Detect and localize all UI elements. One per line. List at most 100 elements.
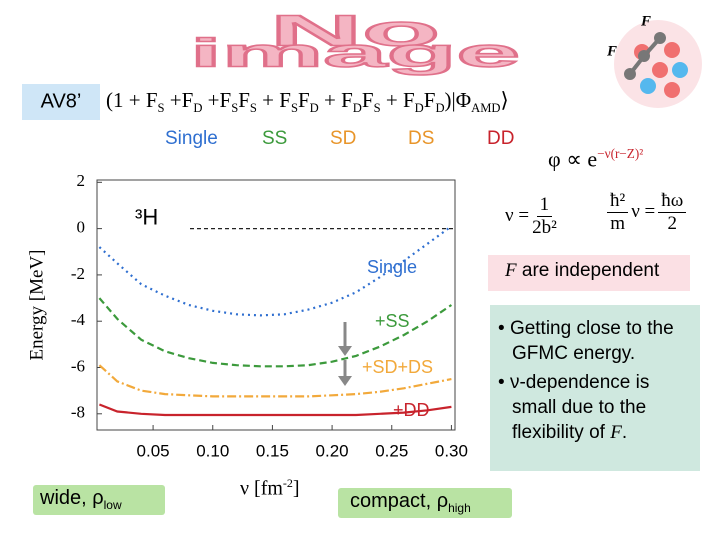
nucleon [664, 82, 680, 98]
gaussian: φ ∝ e−ν(r−Z)² [548, 146, 643, 172]
y-tick-label: 0 [77, 218, 86, 237]
tag: wide, ρlow [40, 487, 122, 512]
bullet: • ν-dependence is small due to the flexi… [498, 370, 694, 445]
subscript: S [373, 101, 381, 116]
series-label: +SD+DS [362, 357, 433, 377]
text: ν-dependence is small due to the flexibi… [509, 372, 650, 443]
denominator: 2 [667, 213, 678, 234]
text: + F [256, 88, 291, 112]
placeholder-text: image [190, 32, 520, 76]
term-label: DS [408, 128, 435, 149]
note-box [488, 255, 690, 291]
reference-label: ³H [135, 204, 158, 229]
node [624, 68, 636, 80]
y-axis-title: Energy [MeV] [26, 250, 47, 361]
term-label: SD [330, 128, 357, 149]
y-tick-label: -8 [71, 403, 85, 422]
numerator: 1 [536, 194, 553, 217]
formula-text: φ ∝ e [548, 146, 598, 172]
bullet: • Getting close to the GFMC energy. [498, 316, 694, 366]
placeholder-text: No [270, 7, 440, 56]
term-label: DD [487, 128, 515, 149]
subscript: D [414, 101, 424, 116]
denominator: m [610, 213, 625, 234]
series-line [98, 225, 453, 317]
wavefunction: (1 + FS +FD +FSFS + FSFD + FDFS + FDFD)|… [106, 88, 509, 116]
series-label: Single [367, 257, 417, 277]
text: wide, ρ [40, 487, 104, 509]
formula-text: ν = [505, 204, 530, 226]
text: F [297, 88, 310, 112]
text: + F [318, 88, 353, 112]
formula-text: ν = [631, 200, 656, 222]
text: +F [164, 88, 194, 112]
term-label: Single [165, 128, 218, 149]
y-tick-label: -6 [71, 356, 85, 375]
text: are independent [516, 260, 660, 281]
nucleon [652, 62, 668, 78]
tag-box [338, 488, 512, 518]
x-tick-label: 0.30 [435, 441, 468, 460]
bullet-marker: • [498, 372, 510, 393]
subscript: AMD [471, 101, 501, 116]
text: compact, ρ [350, 490, 449, 512]
text: F [423, 88, 436, 112]
subscript: S [249, 101, 257, 116]
note: F are independent [505, 260, 659, 282]
plot-frame [96, 179, 456, 431]
text: F [361, 88, 374, 112]
nucleon [672, 62, 688, 78]
y-tick-label: 2 [77, 171, 86, 190]
node [654, 32, 666, 44]
term-labels: Single SS SD DS DD [0, 128, 720, 152]
axis-title-text: ] [292, 477, 300, 500]
subscript: D [352, 101, 362, 116]
arrow-head [338, 376, 352, 386]
model-box [22, 84, 100, 120]
y-tick-label: -4 [71, 310, 86, 329]
model: AV8’ [41, 90, 82, 112]
subscript: high [448, 501, 471, 515]
nucleon [664, 42, 680, 58]
text: . [621, 422, 628, 443]
text: +F [202, 88, 232, 112]
x-tick-label: 0.20 [316, 441, 349, 460]
bullets: • Getting close to the GFMC energy. • ν-d… [498, 316, 694, 449]
x-tick-label: 0.05 [137, 441, 170, 460]
nucleon [640, 78, 656, 94]
bullet-marker: • [498, 318, 510, 339]
subscript: D [193, 101, 203, 116]
y-tick-label: -2 [71, 264, 85, 283]
text: ⟩ [500, 88, 509, 112]
text: )|Φ [444, 88, 472, 112]
diagram-label: F [640, 13, 651, 29]
arrow-head [338, 346, 352, 356]
subscript: S [290, 101, 298, 116]
nu-definition: ν = 1 2b² [505, 194, 560, 239]
axis-title-text: ν [fm [240, 477, 283, 500]
x-tick-label: 0.15 [256, 441, 289, 460]
term-label: SS [262, 128, 288, 149]
subscript: low [103, 498, 122, 512]
text: (1 + F [106, 88, 158, 112]
text: F [610, 422, 622, 443]
series-line [98, 297, 453, 368]
diagram-label: F [606, 43, 617, 59]
text: Getting close to the GFMC energy. [509, 318, 674, 364]
text: F [238, 88, 250, 112]
subscript: D [435, 101, 445, 116]
bullet-box [490, 305, 700, 471]
subscript: S [157, 101, 165, 116]
x-tick-label: 0.25 [375, 441, 408, 460]
tag: compact, ρhigh [350, 490, 471, 515]
series-label: +SS [375, 311, 410, 331]
diagram: F F [606, 13, 702, 108]
subscript: D [309, 101, 319, 116]
denominator: 2b² [532, 217, 557, 238]
text: + F [380, 88, 415, 112]
x-tick-label: 0.10 [196, 441, 229, 460]
text: F [505, 260, 517, 281]
x-axis-title: ν [fm-2] [240, 476, 300, 501]
